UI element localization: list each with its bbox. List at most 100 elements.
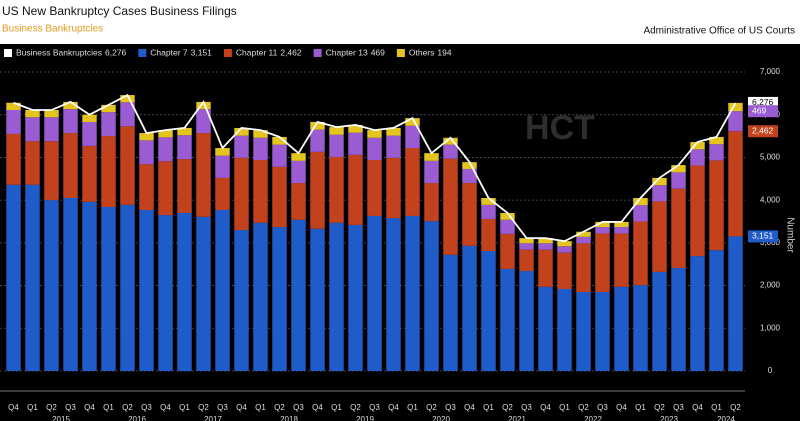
x-tick-label: Q1 xyxy=(103,403,114,412)
bar xyxy=(443,254,458,371)
bar xyxy=(158,130,173,138)
x-tick-label: Q4 xyxy=(388,403,399,412)
legend-label: Chapter 11 xyxy=(236,47,278,57)
bar xyxy=(177,127,192,136)
bar xyxy=(291,160,306,184)
bar xyxy=(348,132,363,155)
bar xyxy=(367,159,382,216)
x-tick-label: Q4 xyxy=(540,403,551,412)
bar xyxy=(215,155,230,178)
bar xyxy=(538,249,553,287)
bar xyxy=(557,288,572,371)
bar xyxy=(177,212,192,371)
bar xyxy=(25,117,40,142)
x-tick-label: Q2 xyxy=(274,403,285,412)
y-tick-label: 4,000 xyxy=(760,195,781,204)
x-tick-label: Q2 xyxy=(198,403,209,412)
bar xyxy=(614,286,629,371)
bar xyxy=(386,218,401,371)
bar xyxy=(329,127,344,135)
legend-item: Chapter 11 2,462 xyxy=(223,47,302,57)
bar xyxy=(633,198,648,206)
bar xyxy=(139,164,154,210)
x-tick-label: Q4 xyxy=(464,403,475,412)
legend-swatch xyxy=(4,49,12,57)
tag-bg xyxy=(748,230,778,243)
bar xyxy=(576,243,591,292)
bar xyxy=(120,204,135,371)
bar xyxy=(633,205,648,222)
bar xyxy=(671,188,686,269)
y-tick-label: 7,000 xyxy=(760,67,781,76)
x-tick-label: Q3 xyxy=(65,403,76,412)
x-tick-label: Q1 xyxy=(559,403,570,412)
tag-label: 469 xyxy=(752,105,766,115)
bar xyxy=(6,102,21,111)
bar xyxy=(500,212,515,220)
bar xyxy=(253,137,268,160)
bar xyxy=(728,102,743,112)
bar xyxy=(728,111,743,132)
bar xyxy=(576,291,591,371)
bar xyxy=(538,243,553,250)
x-group-label: 2019 xyxy=(356,415,374,421)
watermark: HCT xyxy=(525,109,595,147)
x-tick-label: Q4 xyxy=(616,403,627,412)
bar xyxy=(63,198,78,371)
bar xyxy=(329,222,344,371)
bar xyxy=(462,245,477,371)
bar xyxy=(462,168,477,184)
legend-item: Others 194 xyxy=(396,47,452,57)
bar xyxy=(405,215,420,371)
bar xyxy=(272,136,287,145)
bar xyxy=(500,233,515,269)
bar xyxy=(519,271,534,371)
bar xyxy=(519,249,534,272)
bar xyxy=(690,149,705,166)
bar xyxy=(405,118,420,126)
bar xyxy=(728,236,743,371)
x-group-label: 2023 xyxy=(660,415,678,421)
legend-swatch xyxy=(396,49,405,57)
x-tick-label: Q3 xyxy=(217,403,228,412)
bar xyxy=(177,135,192,160)
bar xyxy=(120,126,135,205)
chart-title: US New Bankruptcy Cases Business Filings xyxy=(2,4,237,18)
bar xyxy=(310,129,325,152)
x-tick-label: Q2 xyxy=(350,403,361,412)
x-tick-label: Q2 xyxy=(122,403,133,412)
bar xyxy=(25,184,40,371)
x-tick-label: Q2 xyxy=(730,403,741,412)
bar xyxy=(709,144,724,161)
bar xyxy=(709,250,724,371)
bar xyxy=(139,133,154,141)
bar xyxy=(576,231,591,237)
x-group-label: 2016 xyxy=(128,415,146,421)
source: Administrative Office of US Courts xyxy=(643,26,795,37)
bar xyxy=(690,142,705,150)
bar xyxy=(63,133,78,199)
bar xyxy=(538,286,553,371)
bar xyxy=(576,236,591,244)
bar xyxy=(25,141,40,185)
tag-bg xyxy=(748,125,778,138)
bar xyxy=(443,144,458,159)
bar xyxy=(44,200,59,371)
bar xyxy=(348,124,363,133)
bar xyxy=(329,134,344,158)
bar xyxy=(633,285,648,371)
bar xyxy=(215,148,230,156)
x-tick-label: Q3 xyxy=(521,403,532,412)
bar xyxy=(234,135,249,158)
bar xyxy=(291,153,306,161)
last-value-tag: 3,151 xyxy=(748,230,778,243)
bar xyxy=(652,271,667,371)
bar xyxy=(291,219,306,371)
bar xyxy=(272,227,287,371)
legend-value: 194 xyxy=(437,47,451,57)
bar xyxy=(329,157,344,223)
bar xyxy=(690,256,705,371)
x-tick-label: Q3 xyxy=(673,403,684,412)
bar xyxy=(6,133,21,185)
bar xyxy=(44,117,59,142)
